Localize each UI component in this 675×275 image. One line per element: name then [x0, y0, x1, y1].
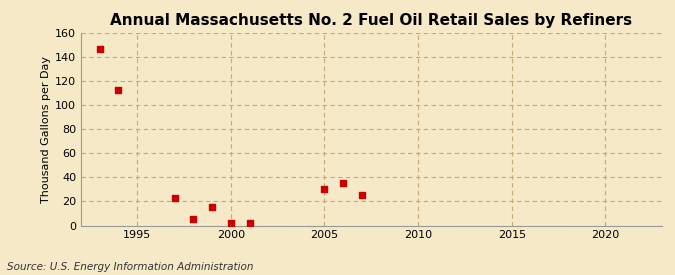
Title: Annual Massachusetts No. 2 Fuel Oil Retail Sales by Refiners: Annual Massachusetts No. 2 Fuel Oil Reta…	[110, 13, 632, 28]
Point	[95, 46, 105, 51]
Point	[188, 217, 198, 222]
Point	[356, 193, 367, 198]
Point	[207, 205, 217, 210]
Point	[169, 196, 180, 200]
Point	[113, 87, 124, 92]
Point	[225, 221, 236, 225]
Point	[319, 187, 330, 192]
Y-axis label: Thousand Gallons per Day: Thousand Gallons per Day	[41, 56, 51, 203]
Point	[244, 221, 255, 225]
Text: Source: U.S. Energy Information Administration: Source: U.S. Energy Information Administ…	[7, 262, 253, 272]
Point	[338, 181, 348, 186]
